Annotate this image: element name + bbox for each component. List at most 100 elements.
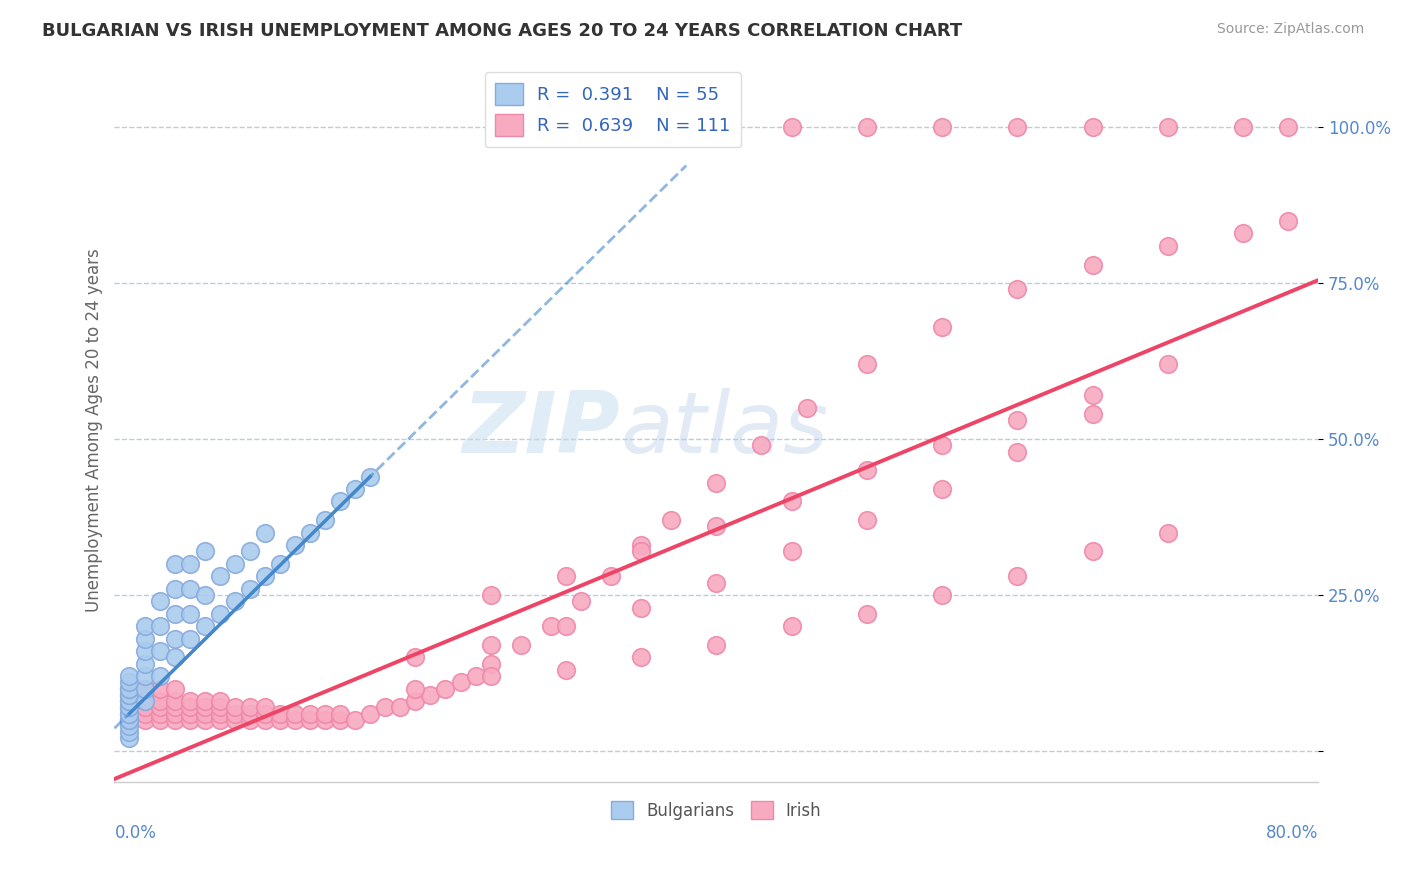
Point — [253, 713, 276, 727]
Point — [118, 706, 141, 721]
Point — [479, 638, 502, 652]
Point — [329, 713, 352, 727]
Point — [329, 706, 352, 721]
Point — [464, 669, 486, 683]
Point — [931, 120, 953, 135]
Point — [1157, 239, 1180, 253]
Point — [554, 663, 576, 677]
Point — [239, 706, 262, 721]
Point — [148, 644, 170, 658]
Point — [194, 706, 217, 721]
Point — [856, 357, 879, 371]
Point — [208, 700, 231, 714]
Point — [224, 706, 246, 721]
Point — [148, 594, 170, 608]
Point — [404, 650, 426, 665]
Point — [314, 513, 336, 527]
Point — [554, 619, 576, 633]
Point — [194, 694, 217, 708]
Point — [404, 681, 426, 696]
Point — [118, 681, 141, 696]
Point — [554, 569, 576, 583]
Point — [118, 669, 141, 683]
Point — [134, 694, 156, 708]
Point — [856, 463, 879, 477]
Point — [704, 519, 727, 533]
Point — [314, 706, 336, 721]
Point — [134, 700, 156, 714]
Point — [224, 700, 246, 714]
Point — [1157, 120, 1180, 135]
Point — [148, 694, 170, 708]
Point — [179, 632, 201, 646]
Point — [780, 544, 803, 558]
Point — [374, 700, 396, 714]
Point — [780, 494, 803, 508]
Point — [208, 706, 231, 721]
Point — [163, 681, 186, 696]
Point — [796, 401, 818, 415]
Point — [148, 681, 170, 696]
Point — [751, 438, 773, 452]
Point — [704, 575, 727, 590]
Point — [299, 713, 322, 727]
Point — [600, 569, 623, 583]
Text: 80.0%: 80.0% — [1265, 824, 1319, 842]
Point — [253, 569, 276, 583]
Point — [134, 681, 156, 696]
Point — [118, 694, 141, 708]
Point — [208, 569, 231, 583]
Text: 0.0%: 0.0% — [114, 824, 156, 842]
Point — [253, 700, 276, 714]
Point — [479, 588, 502, 602]
Point — [284, 713, 307, 727]
Point — [148, 700, 170, 714]
Point — [134, 657, 156, 671]
Point — [134, 669, 156, 683]
Point — [239, 544, 262, 558]
Point — [118, 700, 141, 714]
Point — [118, 681, 141, 696]
Point — [1007, 413, 1029, 427]
Point — [194, 588, 217, 602]
Point — [208, 694, 231, 708]
Point — [931, 588, 953, 602]
Point — [1081, 258, 1104, 272]
Point — [1277, 214, 1299, 228]
Point — [780, 619, 803, 633]
Point — [118, 713, 141, 727]
Point — [1081, 544, 1104, 558]
Point — [344, 713, 367, 727]
Point — [1007, 569, 1029, 583]
Point — [118, 713, 141, 727]
Point — [134, 619, 156, 633]
Point — [359, 706, 381, 721]
Point — [148, 669, 170, 683]
Point — [479, 657, 502, 671]
Point — [118, 688, 141, 702]
Point — [118, 700, 141, 714]
Point — [239, 582, 262, 596]
Point — [344, 482, 367, 496]
Point — [118, 694, 141, 708]
Text: ZIP: ZIP — [463, 388, 620, 471]
Point — [118, 700, 141, 714]
Point — [163, 607, 186, 621]
Point — [253, 706, 276, 721]
Y-axis label: Unemployment Among Ages 20 to 24 years: Unemployment Among Ages 20 to 24 years — [86, 248, 103, 612]
Point — [704, 475, 727, 490]
Point — [856, 607, 879, 621]
Point — [163, 582, 186, 596]
Point — [208, 607, 231, 621]
Point — [359, 469, 381, 483]
Point — [659, 513, 682, 527]
Point — [630, 650, 652, 665]
Point — [148, 619, 170, 633]
Point — [118, 706, 141, 721]
Point — [284, 706, 307, 721]
Point — [1157, 357, 1180, 371]
Point — [194, 619, 217, 633]
Text: Source: ZipAtlas.com: Source: ZipAtlas.com — [1216, 22, 1364, 37]
Point — [856, 120, 879, 135]
Point — [479, 669, 502, 683]
